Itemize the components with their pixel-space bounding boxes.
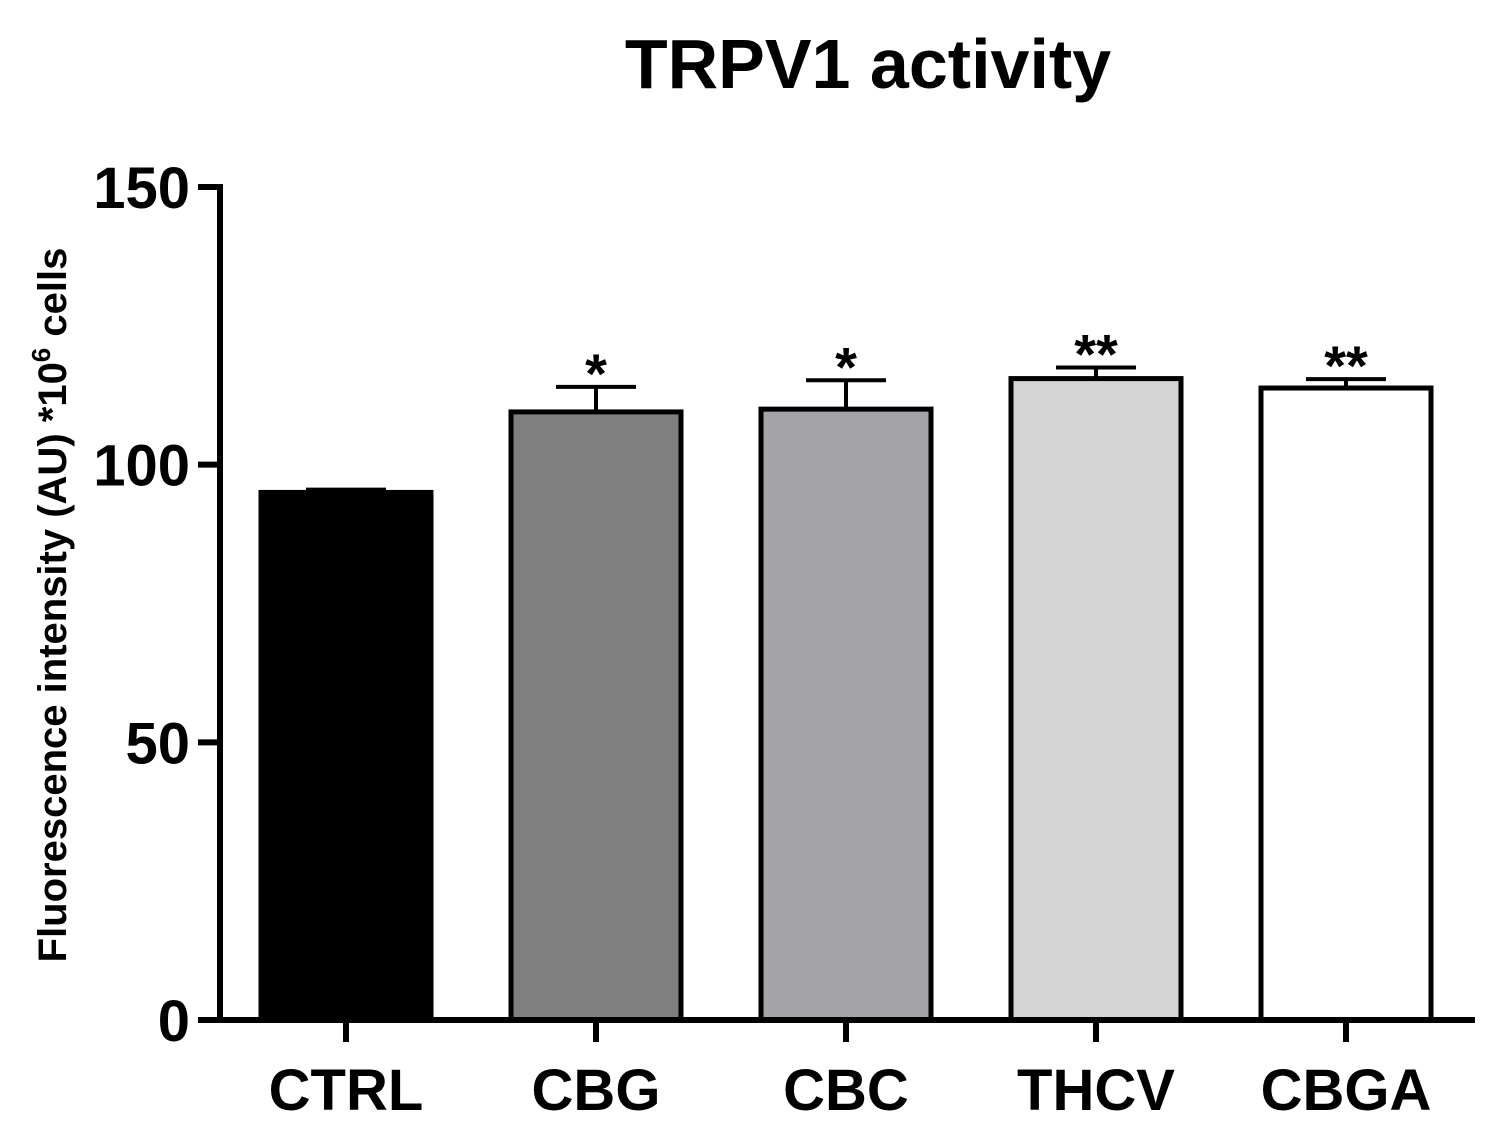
significance-label: * (585, 342, 607, 405)
significance-label: ** (1074, 322, 1118, 385)
bars-group: * * ** ** (258, 322, 1434, 1023)
y-axis-label-tail: cells (31, 248, 75, 348)
x-tick-label: CBGA (1261, 1058, 1432, 1123)
x-tick-label: CBC (783, 1058, 909, 1123)
y-tick-label: 150 (93, 156, 190, 221)
x-axis: CTRL CBG CBC THCV CBGA (217, 1017, 1475, 1123)
y-axis-label-main: Fluorescence intensity (AU) *10 (31, 362, 75, 962)
chart-title: TRPV1 activity (625, 25, 1111, 103)
bar (1008, 376, 1184, 1023)
y-tick-label: 0 (158, 989, 190, 1054)
y-tick-label: 100 (93, 434, 190, 499)
significance-label: * (835, 335, 857, 398)
bar-group-ctrl (258, 487, 434, 1023)
bar (508, 409, 684, 1023)
bar-group-cbc: * (758, 335, 934, 1023)
bar-group-cbga: ** (1258, 334, 1434, 1023)
bar-group-thcv: ** (1008, 322, 1184, 1023)
y-tick-label: 50 (125, 711, 190, 776)
bar-group-cbg: * (508, 342, 684, 1023)
significance-label: ** (1324, 334, 1368, 397)
x-tick-label: CBG (532, 1058, 661, 1123)
y-axis-label-superscript: 6 (26, 348, 56, 362)
bar (758, 406, 934, 1023)
bar (1258, 385, 1434, 1023)
y-axis: 0 50 100 150 (93, 156, 223, 1054)
y-axis-label: Fluorescence intensity (AU) *106 cells (26, 248, 75, 963)
x-tick-label: CTRL (269, 1058, 424, 1123)
x-tick-label: THCV (1017, 1058, 1175, 1123)
bar (258, 489, 434, 1023)
